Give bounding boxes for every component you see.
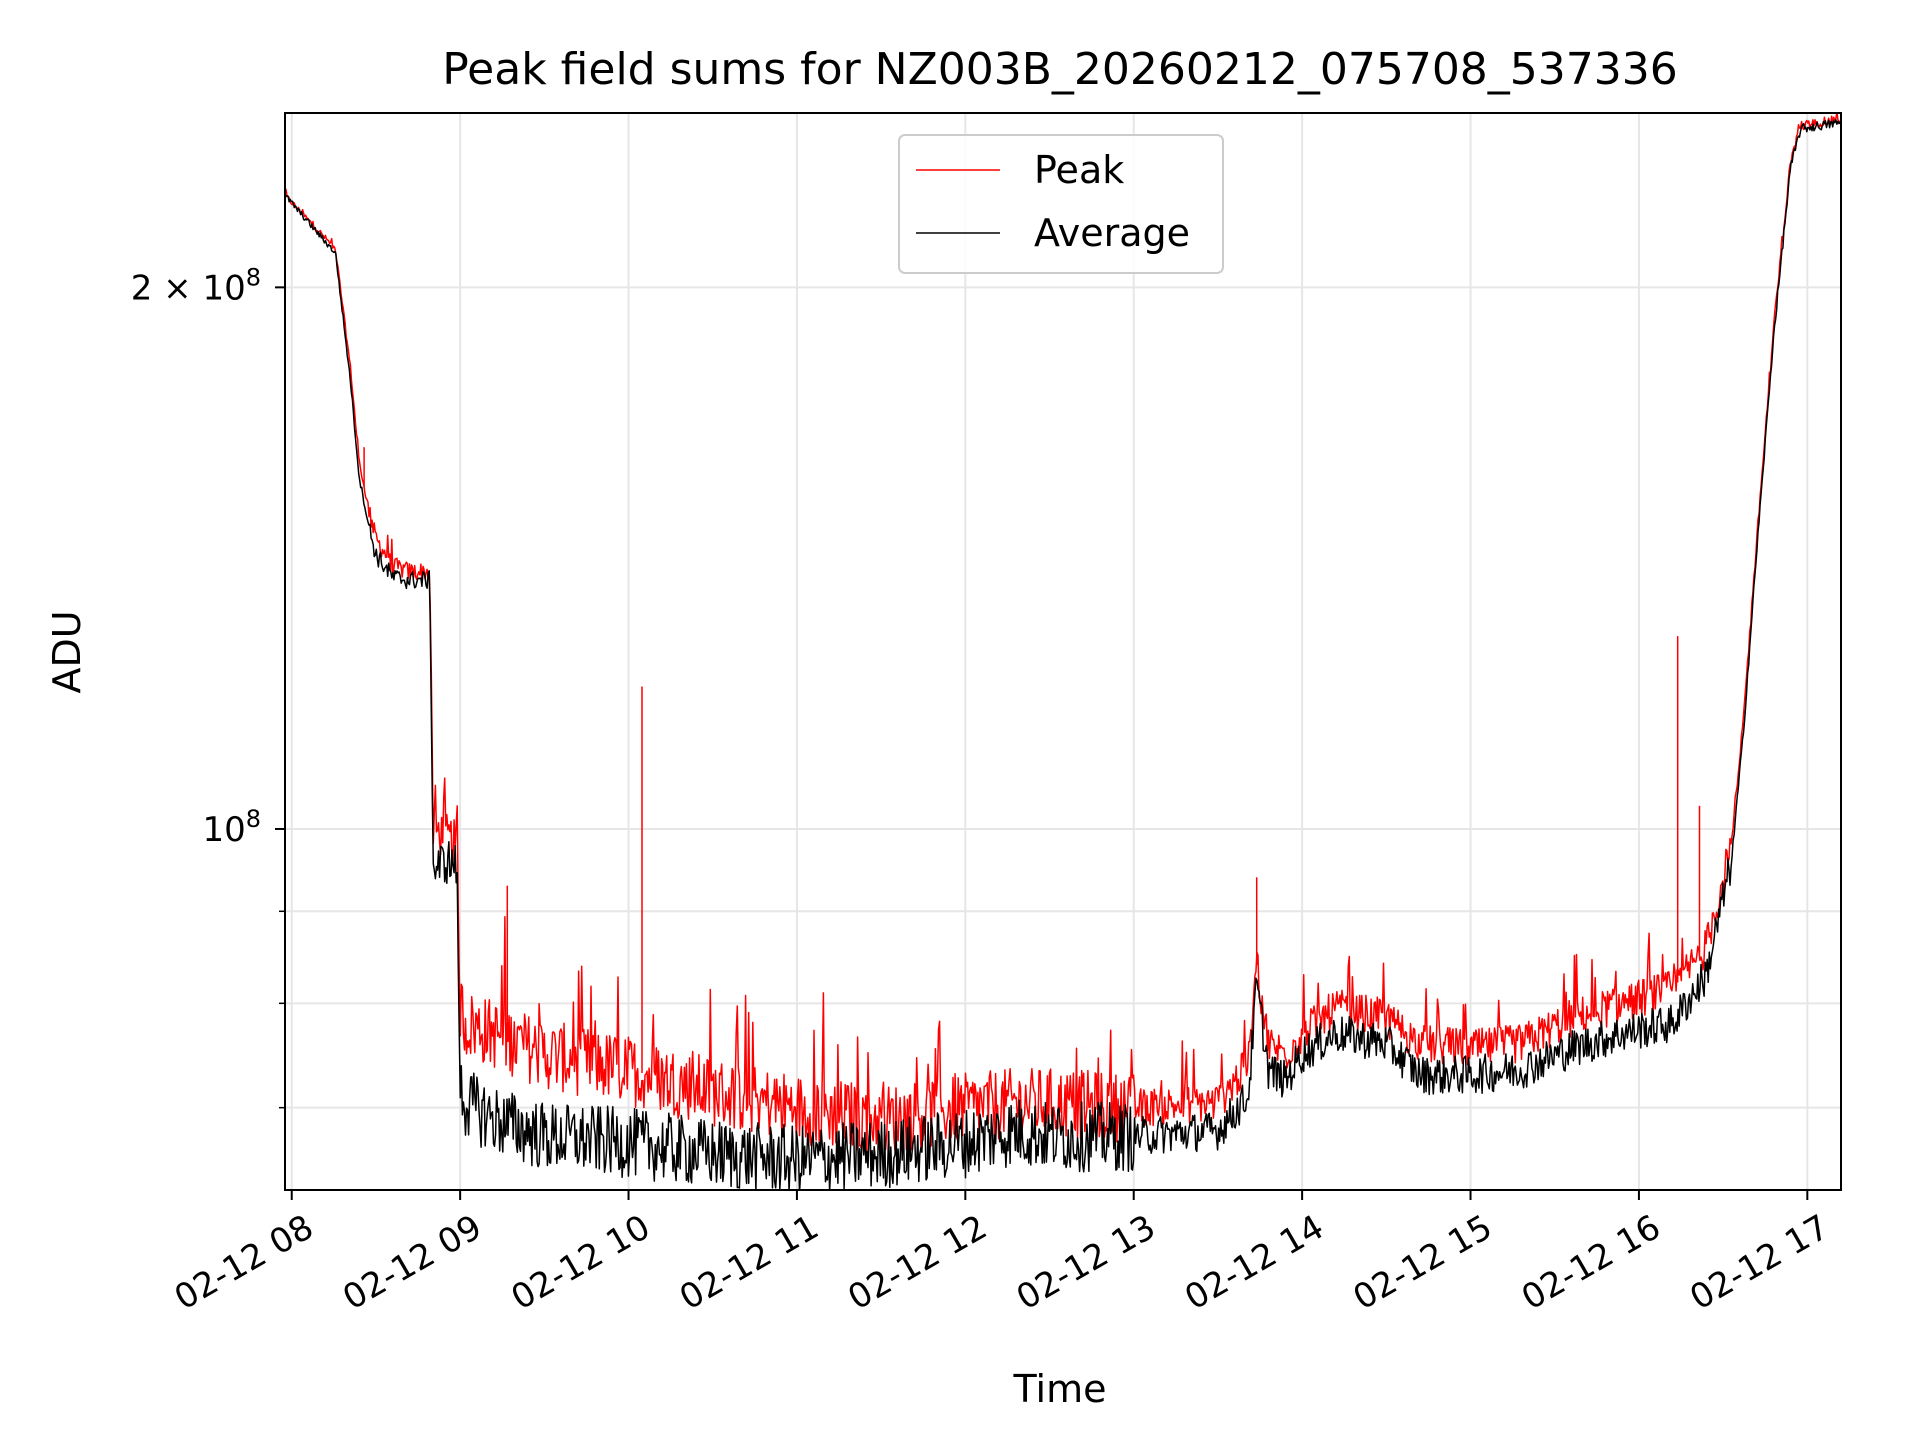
grid-layer: [285, 113, 1841, 1190]
legend-label-peak: Peak: [1034, 148, 1124, 192]
y-tick-label-base: 10: [202, 268, 245, 308]
legend: Peak Average: [898, 134, 1224, 274]
y-tick-label-exponent: 8: [246, 805, 261, 833]
y-tick-label-prefix: 2 ×: [131, 268, 203, 308]
legend-label-average: Average: [1034, 211, 1190, 255]
plot-frame: [284, 112, 1842, 1191]
y-tick-label-exponent: 8: [246, 263, 261, 291]
series-line-average: [285, 118, 1841, 1190]
series-layer: [285, 113, 1841, 1190]
chart-title: Peak field sums for NZ003B_20260212_0757…: [442, 44, 1678, 95]
x-axis-label: Time: [1013, 1367, 1107, 1411]
y-axis-label: ADU: [45, 610, 89, 693]
y-tick-label-base: 10: [202, 810, 245, 850]
y-tick-label: 2 × 108: [131, 263, 261, 308]
y-tick-label: 108: [202, 805, 261, 850]
